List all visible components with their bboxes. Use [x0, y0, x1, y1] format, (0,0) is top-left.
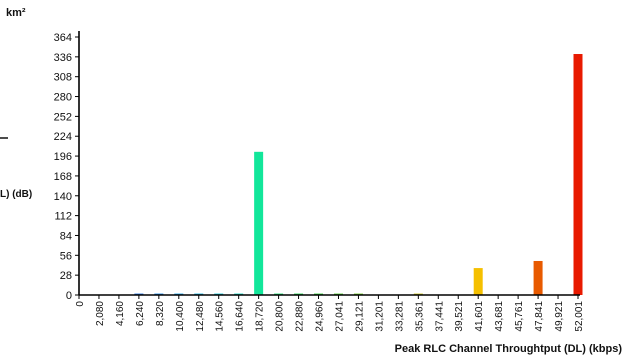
y-tick-label: 168: [54, 171, 72, 183]
x-tick-label: 4,160: [115, 301, 126, 326]
y-tick-label: 252: [54, 111, 72, 123]
y-axis: 0 28 56 84 112 140 168 196 224 252 280 308 336 364: [54, 32, 79, 302]
x-tick-label: 20,800: [275, 301, 286, 332]
x-tick-label: 6,240: [135, 301, 146, 326]
x-axis: 0 2,080 4,160 6,240 8,320 10,400 12,480 14,560 1…: [75, 295, 585, 332]
bar-52001: [573, 54, 583, 296]
y-tick-label: 280: [54, 92, 72, 104]
x-axis-title: Peak RLC Channel Throughtput (DL) (kbps): [395, 343, 623, 355]
x-tick-label: 16,640: [235, 301, 246, 332]
x-tick-label: 39,521: [454, 301, 465, 332]
bar-41601: [473, 268, 483, 295]
x-tick-label: 0: [75, 301, 86, 307]
unit-label: km²: [6, 7, 26, 19]
bar-47841: [533, 260, 543, 295]
x-tick-label: 43,681: [494, 301, 505, 332]
x-tick-label: 49,921: [554, 301, 565, 332]
x-tick-label: 31,201: [374, 301, 385, 332]
x-tick-label: 27,041: [334, 301, 345, 332]
x-tick-label: 22,880: [295, 301, 306, 332]
x-tick-label: 45,761: [514, 301, 525, 332]
x-tick-label: 8,320: [155, 301, 166, 326]
bars: [134, 54, 583, 296]
x-tick-label: 29,121: [354, 301, 365, 332]
x-tick-label: 24,960: [315, 301, 326, 332]
x-tick-label: 12,480: [195, 301, 206, 332]
y-tick-label: 112: [54, 211, 72, 223]
y-tick-label: 196: [54, 151, 72, 163]
x-tick-label: 33,281: [394, 301, 405, 332]
x-tick-label: 18,720: [255, 301, 266, 332]
y-tick-label: 0: [66, 290, 72, 302]
y-tick-label: 56: [60, 250, 72, 262]
bar-18720: [254, 151, 264, 295]
y-tick-label: 84: [60, 230, 72, 242]
x-tick-label: 47,841: [534, 301, 545, 332]
y-tick-label: 336: [54, 52, 72, 64]
x-tick-label: 37,441: [434, 301, 445, 332]
y-tick-label: 364: [54, 32, 72, 44]
x-tick-label: 14,560: [215, 301, 226, 332]
x-tick-label: 10,400: [175, 301, 186, 332]
x-tick-label: 41,601: [474, 301, 485, 332]
y-tick-label: 224: [54, 131, 72, 143]
y-axis-label-fragment: L) (dB): [0, 189, 32, 200]
y-tick-label: 308: [54, 72, 72, 84]
y-tick-label: 28: [60, 270, 72, 282]
x-tick-label: 2,080: [95, 301, 106, 326]
x-tick-label: 52,001: [574, 301, 585, 332]
x-tick-label: 35,361: [414, 301, 425, 332]
y-tick-label: 140: [54, 191, 72, 203]
